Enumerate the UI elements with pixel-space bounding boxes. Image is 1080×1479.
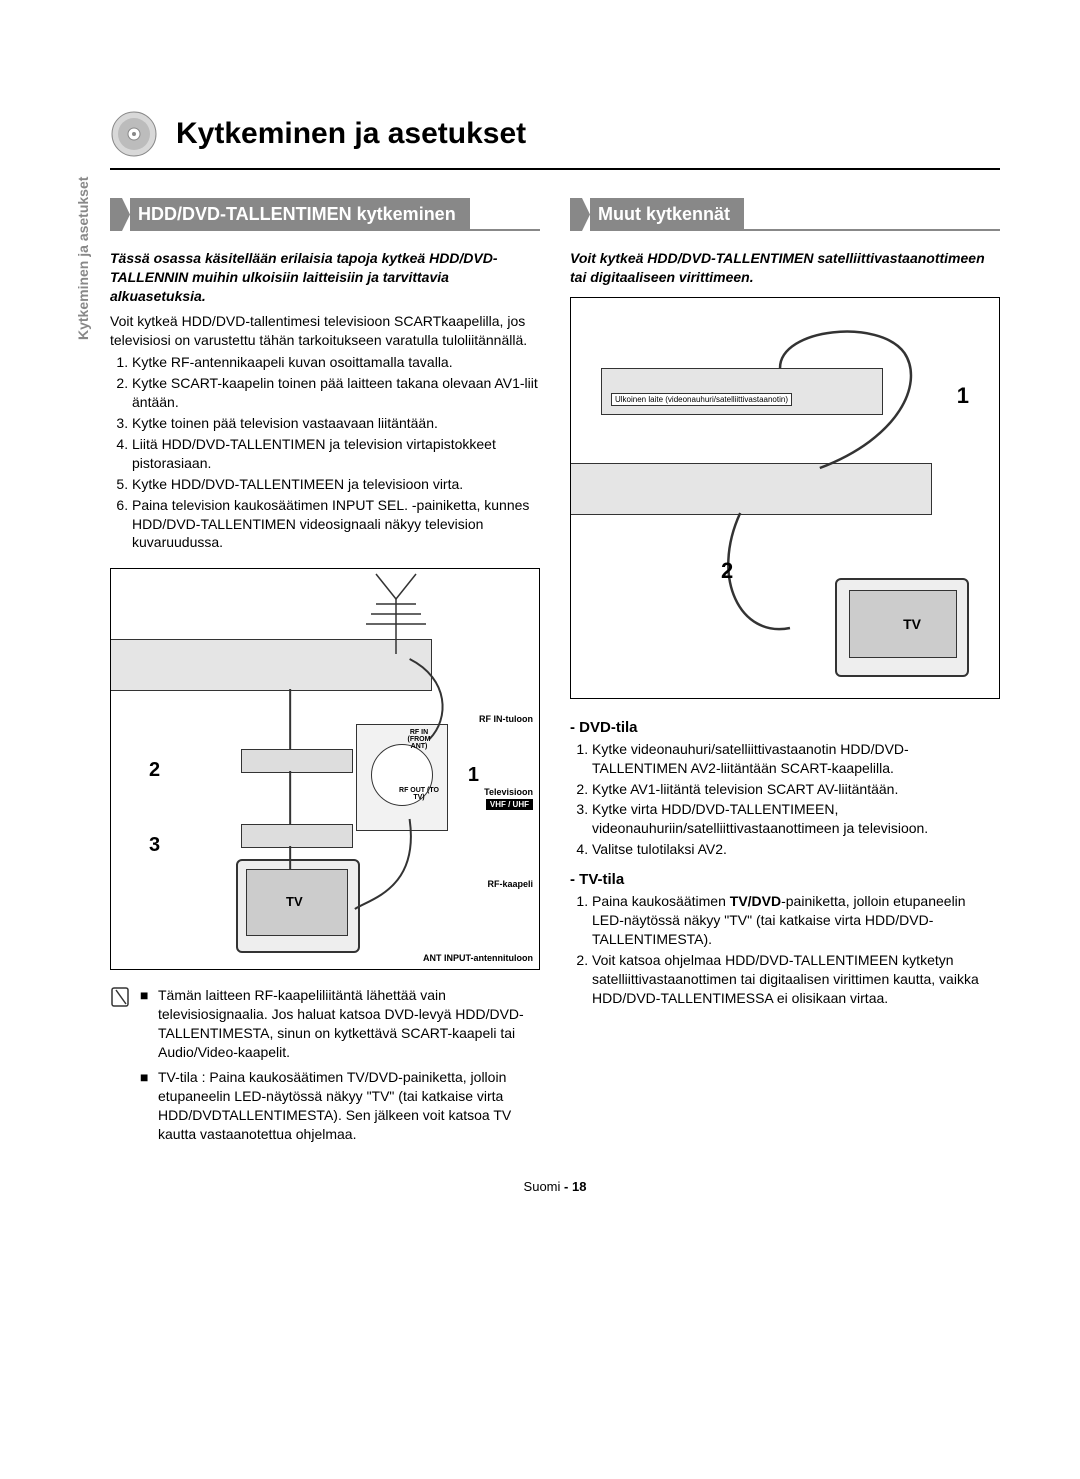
dvd-steps: Kytke videonauhuri/satelliittivastaanoti… <box>570 740 1000 859</box>
left-step-3: Kytke toinen pää television vastaavaan l… <box>132 414 540 433</box>
tv-step-2: Voit katsoa ohjelmaa HDD/DVD-TALLENTIMEE… <box>592 951 1000 1008</box>
note-1-text: Tämän laitteen RF-kaapeliliitäntä lähett… <box>158 986 540 1062</box>
left-step-4: Liitä HDD/DVD-TALLENTIMEN ja television … <box>132 435 540 473</box>
section-title-left: HDD/DVD-TALLENTIMEN kytkeminen <box>130 198 470 231</box>
right-intro: Voit kytkeä HDD/DVD-TALLENTIMEN satellii… <box>570 249 1000 287</box>
section-header-right: Muut kytkennät <box>570 198 1000 231</box>
right-marker-2: 2 <box>721 558 733 584</box>
rf-in-from-ant: RF IN (FROM ANT) <box>399 729 439 750</box>
dvd-step-2: Kytke AV1-liitäntä television SCART AV-l… <box>592 780 1000 799</box>
right-column: Muut kytkennät Voit kytkeä HDD/DVD-TALLE… <box>570 198 1000 1149</box>
page-title-row: Kytkeminen ja asetukset <box>110 110 1000 170</box>
rf-in-label: RF IN-tuloon <box>479 714 533 724</box>
dvd-tila-header: - DVD-tila <box>570 719 1000 736</box>
left-column: HDD/DVD-TALLENTIMEN kytkeminen Tässä osa… <box>110 198 540 1149</box>
left-steps: Kytke RF-antennikaapeli kuvan osoittamal… <box>110 353 540 552</box>
left-marker-2: 2 <box>149 759 160 782</box>
note-2-text: TV-tila : Paina kaukosäätimen TV/DVD-pai… <box>158 1068 540 1144</box>
note-2: ■ TV-tila : Paina kaukosäätimen TV/DVD-p… <box>110 1068 540 1144</box>
dvd-step-3: Kytke virta HDD/DVD-TALLENTIMEEN, videon… <box>592 800 1000 838</box>
left-marker-3: 3 <box>149 834 160 857</box>
note-icon <box>110 986 132 1008</box>
tv-step-1: Paina kaukosäätimen TV/DVD-painiketta, j… <box>592 892 1000 949</box>
left-diagram: VHF / UHF TV <box>110 568 540 970</box>
dvd-step-4: Valitse tulotilaksi AV2. <box>592 840 1000 859</box>
right-diagram: Ulkoinen laite (videonauhuri/satelliitti… <box>570 297 1000 699</box>
side-tab-label: Kytkeminen ja asetukset <box>75 177 91 340</box>
left-marker-1: 1 <box>468 764 479 787</box>
rf-out-to-tv: RF OUT (TO TV) <box>399 787 439 801</box>
right-marker-1: 1 <box>957 383 969 409</box>
page-footer: Suomi - 18 <box>110 1179 1000 1194</box>
left-step-2: Kytke SCART-kaapelin toinen pää laitteen… <box>132 374 540 412</box>
disc-icon <box>110 110 158 158</box>
page-title: Kytkeminen ja asetukset <box>176 117 526 151</box>
rf-kaapeli-label: RF-kaapeli <box>487 879 533 889</box>
tv-steps: Paina kaukosäätimen TV/DVD-painiketta, j… <box>570 892 1000 1007</box>
dvd-step-1: Kytke videonauhuri/satelliittivastaanoti… <box>592 740 1000 778</box>
left-step-5: Kytke HDD/DVD-TALLENTIMEEN ja televisioo… <box>132 475 540 494</box>
tv-tila-header: - TV-tila <box>570 871 1000 888</box>
left-lead: Voit kytkeä HDD/DVD-tallentimesi televis… <box>110 312 540 350</box>
left-step-6: Paina television kaukosäätimen INPUT SEL… <box>132 496 540 553</box>
section-title-right: Muut kytkennät <box>590 198 744 231</box>
left-intro: Tässä osassa käsitellään erilaisia tapoj… <box>110 249 540 306</box>
section-header-left: HDD/DVD-TALLENTIMEN kytkeminen <box>110 198 540 231</box>
note-1: ■ Tämän laitteen RF-kaapeliliitäntä lähe… <box>110 986 540 1062</box>
left-step-1: Kytke RF-antennikaapeli kuvan osoittamal… <box>132 353 540 372</box>
ant-input-label: ANT INPUT-antennituloon <box>423 953 533 963</box>
televisioon-label: Televisioon <box>484 787 533 797</box>
